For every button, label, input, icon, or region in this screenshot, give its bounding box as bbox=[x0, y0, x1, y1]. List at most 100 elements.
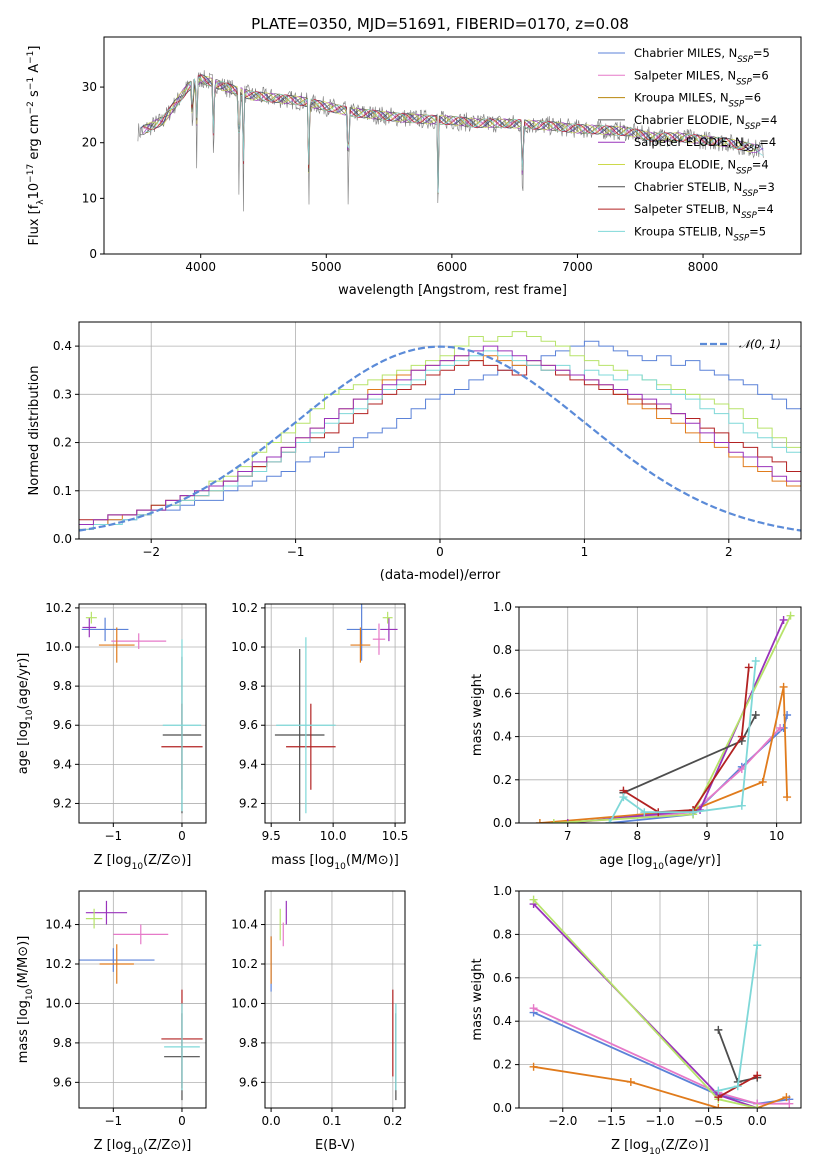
x-tick-label: −1.5 bbox=[597, 1114, 626, 1128]
y-tick-label: 10.2 bbox=[45, 601, 72, 615]
y-tick-label: 10.0 bbox=[45, 640, 72, 654]
label-sub: 10 bbox=[649, 1147, 661, 1157]
mass-weight-marker bbox=[549, 819, 558, 823]
plot-area-age_vs_Z bbox=[81, 611, 203, 814]
y-label-sup: −1 bbox=[26, 51, 36, 64]
x-tick-label: 8000 bbox=[688, 260, 719, 274]
y-tick-label: 9.6 bbox=[53, 718, 72, 732]
legend-tail: =4 bbox=[757, 202, 774, 216]
y-label-sup: −1 bbox=[26, 77, 36, 90]
x-tick-label: 9.5 bbox=[262, 829, 281, 843]
x-tick-label: 10 bbox=[769, 829, 784, 843]
panel-age_vs_Z: −1 09.29.49.69.810.010.2Z [log10(Z/Z⊙)]ag… bbox=[16, 601, 207, 872]
mass-weight-marker bbox=[737, 801, 746, 810]
x-tick-label: 10.0 bbox=[320, 829, 347, 843]
model-spectrum-salpeter_elodie bbox=[142, 77, 764, 191]
label-part: age [ bbox=[599, 853, 632, 868]
y-tick-label: 1.0 bbox=[493, 600, 512, 614]
y-tick-label: 0.2 bbox=[493, 1058, 512, 1072]
y-tick-label: 0.6 bbox=[493, 686, 512, 700]
y-tick-label: 0.1 bbox=[53, 484, 72, 498]
legend-tail: =3 bbox=[758, 180, 775, 194]
y-label-sup: −17 bbox=[26, 164, 36, 183]
x-tick-label: 2 bbox=[725, 545, 733, 559]
histogram-salpeter_stelib bbox=[79, 360, 801, 521]
y-tick-label: 9.4 bbox=[53, 757, 72, 771]
axes-frame bbox=[78, 603, 207, 824]
y-axis-label: mass [log10(M/M⊙)] bbox=[16, 936, 35, 1064]
axes-frame bbox=[78, 321, 802, 540]
label-part: log bbox=[633, 853, 653, 868]
legend-entry: 𝒩(0, 1) bbox=[739, 337, 781, 351]
plot-area-massweight_vs_Z bbox=[529, 895, 794, 1108]
y-tick-label: 9.6 bbox=[53, 1075, 72, 1089]
y-tick-label: 0.2 bbox=[493, 773, 512, 787]
x-tick-label: −2 bbox=[142, 545, 160, 559]
legend-tail: =4 bbox=[759, 135, 776, 149]
y-tick-label: 9.2 bbox=[53, 796, 72, 810]
legend-entry: Chabrier ELODIE, NSSP=4 bbox=[634, 113, 777, 132]
plot-area-mass_vs_Z bbox=[79, 900, 203, 1101]
legend-tail: =5 bbox=[749, 224, 766, 238]
y-label-part: s bbox=[27, 90, 42, 101]
y-axis-label: Normed distribution bbox=[27, 366, 42, 496]
y-tick-label: 0.4 bbox=[493, 1014, 512, 1028]
y-label-part: A bbox=[27, 64, 42, 77]
mass-weight-marker bbox=[619, 793, 628, 802]
y-label-part: 10 bbox=[27, 183, 42, 200]
mass-weight-marker bbox=[626, 1077, 635, 1086]
mass-weight-marker bbox=[529, 1062, 538, 1071]
mass-weight-line-kroupa_stelib bbox=[608, 660, 757, 823]
y-axis-label: mass weight bbox=[470, 674, 485, 756]
label-part: mass [ bbox=[271, 853, 314, 868]
mass-weight-marker bbox=[783, 793, 792, 802]
mass-weight-marker bbox=[753, 1071, 762, 1080]
legend-entry: Kroupa ELODIE, NSSP=4 bbox=[634, 158, 769, 177]
y-tick-label: 0.4 bbox=[493, 730, 512, 744]
legend-sub: SSP bbox=[741, 211, 757, 221]
y-label-part: Flux [f bbox=[27, 204, 42, 245]
y-tick-label: 9.6 bbox=[239, 718, 258, 732]
mass-weight-marker bbox=[751, 711, 760, 719]
mass-weight-marker bbox=[640, 808, 649, 817]
mass-weight-marker bbox=[714, 1086, 723, 1095]
x-tick-label: 4000 bbox=[185, 260, 216, 274]
y-tick-label: 0.0 bbox=[493, 816, 512, 830]
label-part: (age/yr)] bbox=[16, 653, 31, 710]
y-label-part: erg cm bbox=[27, 114, 42, 163]
label-part: log bbox=[16, 721, 31, 741]
mass-weight-marker bbox=[753, 941, 762, 950]
y-tick-label: 10.2 bbox=[231, 601, 258, 615]
y-label-part: ] bbox=[27, 46, 42, 51]
y-tick-label: 9.2 bbox=[239, 796, 258, 810]
plot-area-mass_vs_ebv bbox=[270, 900, 397, 1101]
y-tick-label: 10.4 bbox=[45, 918, 72, 932]
mass-weight-marker bbox=[786, 611, 795, 620]
label-part: log bbox=[112, 1138, 132, 1153]
mass-weight-line-lime bbox=[532, 899, 758, 1108]
y-tick-label: 9.8 bbox=[239, 1036, 258, 1050]
legend-entry: Salpeter STELIB, NSSP=4 bbox=[634, 202, 774, 221]
x-tick-label: 5000 bbox=[311, 260, 342, 274]
mass-weight-line-orange bbox=[539, 686, 788, 823]
y-tick-label: 9.8 bbox=[53, 679, 72, 693]
label-part: (M/M⊙)] bbox=[346, 853, 399, 868]
legend-text: Salpeter ELODIE, N bbox=[634, 135, 744, 149]
y-tick-label: 0 bbox=[89, 247, 97, 261]
plot-area-age_vs_mass bbox=[274, 604, 398, 822]
x-tick-label: 6000 bbox=[437, 260, 468, 274]
y-axis-label: mass weight bbox=[470, 958, 485, 1040]
y-tick-label: 0.8 bbox=[493, 927, 512, 941]
y-tick-label: 0.6 bbox=[493, 971, 512, 985]
mass-weight-line-salpeter_miles bbox=[533, 1007, 790, 1105]
label-part: (age/yr)] bbox=[664, 853, 721, 868]
legend-text: Kroupa MILES, N bbox=[634, 91, 729, 105]
legend-tail: =6 bbox=[744, 91, 761, 105]
model-spectrum-kroupa_elodie bbox=[145, 76, 759, 187]
legend-sub: SSP bbox=[734, 233, 750, 243]
legend-text: Chabrier MILES, N bbox=[634, 46, 737, 60]
y-tick-label: 10.2 bbox=[231, 957, 258, 971]
y-tick-label: 9.8 bbox=[239, 679, 258, 693]
